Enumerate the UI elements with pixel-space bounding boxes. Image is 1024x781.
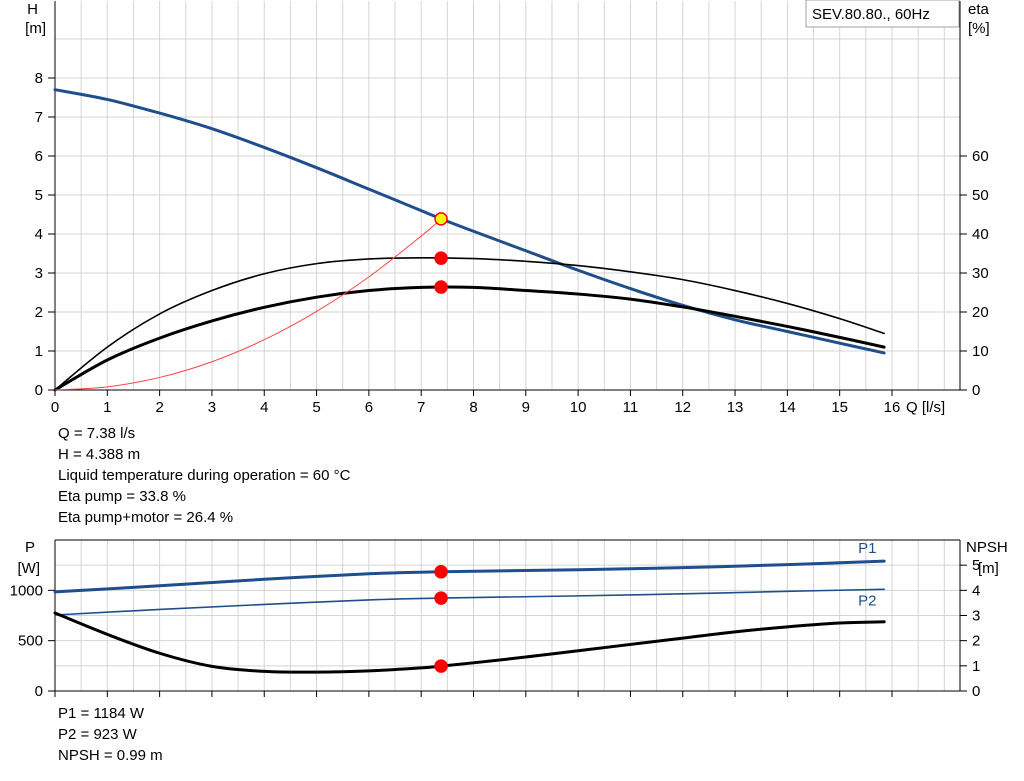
left-y-axis-unit: [m] [25, 20, 46, 37]
right-y-tick-label: 50 [972, 187, 989, 204]
right-y-tick-label: 20 [972, 304, 989, 321]
left-y-axis-unit: [W] [18, 560, 41, 577]
left-y-tick-label: 2 [35, 304, 43, 321]
flow-readout: Q = 7.38 l/s [58, 425, 136, 442]
left-y-tick-label: 6 [35, 148, 43, 165]
series-2-curve [53, 611, 886, 674]
p1-readout: P1 = 1184 W [58, 705, 145, 722]
left-y-tick-label: 1 [35, 343, 43, 360]
right-y-axis-label: eta [968, 1, 990, 18]
right-y-axis-unit: [%] [968, 20, 990, 37]
right-y-tick-label: 0 [972, 683, 980, 700]
eta-pump-motor-readout: Eta pump+motor = 26.4 % [58, 509, 234, 526]
duty-point-marker [434, 212, 448, 226]
bottom-info-block: P1 = 1184 W P2 = 923 W NPSH = 0.99 m [58, 703, 163, 766]
left-y-tick-label: 0 [35, 683, 43, 700]
x-tick-label: 3 [208, 399, 216, 416]
x-tick-label: 9 [522, 399, 530, 416]
right-y-tick-label: 30 [972, 265, 989, 282]
series-1-curve [54, 256, 885, 391]
left-y-tick-label: 1000 [10, 582, 43, 599]
duty-point-marker [434, 591, 448, 605]
x-tick-label: 12 [674, 399, 691, 416]
x-tick-label: 14 [779, 399, 796, 416]
series-3-curve [54, 218, 442, 391]
left-y-axis-label: H [27, 1, 38, 18]
right-y-tick-label: 40 [972, 226, 989, 243]
x-tick-label: 4 [260, 399, 268, 416]
head-efficiency-chart: 0 1 2 3 4 5 6 7 8 9 10 11 12 13 14 15 160123456780102030… [25, 0, 990, 416]
duty-point-marker [434, 280, 448, 294]
x-tick-label: 2 [155, 399, 163, 416]
right-y-tick-label: 2 [972, 633, 980, 650]
right-y-axis-unit: [m] [978, 560, 999, 577]
p2-readout: P2 = 923 W [58, 726, 137, 743]
x-tick-label: 15 [831, 399, 848, 416]
chart-title: SEV.80.80., 60Hz [812, 6, 930, 23]
x-axis-label: Q [l/s] [906, 399, 945, 416]
series-label-p1: P1 [858, 540, 876, 557]
right-y-tick-label: 5 [972, 557, 980, 574]
x-tick-label: 8 [469, 399, 477, 416]
top-info-block: Q = 7.38 l/s H = 4.388 m Liquid temperat… [58, 423, 350, 528]
x-tick-label: 10 [570, 399, 587, 416]
right-y-tick-label: 10 [972, 343, 989, 360]
x-tick-label: 7 [417, 399, 425, 416]
npsh-readout: NPSH = 0.99 m [58, 747, 163, 764]
right-y-tick-label: 1 [972, 658, 980, 675]
left-y-tick-label: 7 [35, 109, 43, 126]
series-0-curve [53, 88, 886, 355]
series-2-curve [53, 285, 886, 392]
left-y-tick-label: 500 [18, 633, 43, 650]
right-y-tick-label: 4 [972, 582, 980, 599]
x-tick-label: 16 [884, 399, 901, 416]
left-y-tick-label: 5 [35, 187, 43, 204]
right-y-tick-label: 3 [972, 608, 980, 625]
series-label-p2: P2 [858, 592, 876, 609]
duty-point-marker [434, 565, 448, 579]
duty-point-marker [434, 659, 448, 673]
eta-pump-readout: Eta pump = 33.8 % [58, 488, 186, 505]
left-y-tick-label: 3 [35, 265, 43, 282]
left-y-tick-label: 8 [35, 70, 43, 87]
x-tick-label: 13 [727, 399, 744, 416]
x-tick-label: 1 [103, 399, 111, 416]
duty-point-marker [434, 251, 448, 265]
right-y-tick-label: 60 [972, 148, 989, 165]
head-readout: H = 4.388 m [58, 446, 141, 463]
power-npsh-chart: 0 500 1000 0 1 2 3 4 5 P [W] NPSH [m] P1 P2 [10, 539, 1008, 700]
right-y-tick-label: 0 [972, 382, 980, 399]
left-y-axis-label: P [25, 539, 35, 556]
left-y-tick-label: 4 [35, 226, 43, 243]
title-box [805, 0, 960, 28]
x-tick-label: 0 [51, 399, 59, 416]
x-tick-label: 11 [623, 399, 639, 416]
x-tick-label: 5 [312, 399, 320, 416]
left-y-tick-label: 0 [35, 382, 43, 399]
p1-curve [53, 559, 886, 594]
x-tick-label: 6 [365, 399, 373, 416]
liquid-temperature-readout: Liquid temperature during operation = 60… [58, 467, 351, 484]
right-y-axis-label: NPSH [966, 539, 1008, 556]
p2-curve [54, 588, 885, 616]
